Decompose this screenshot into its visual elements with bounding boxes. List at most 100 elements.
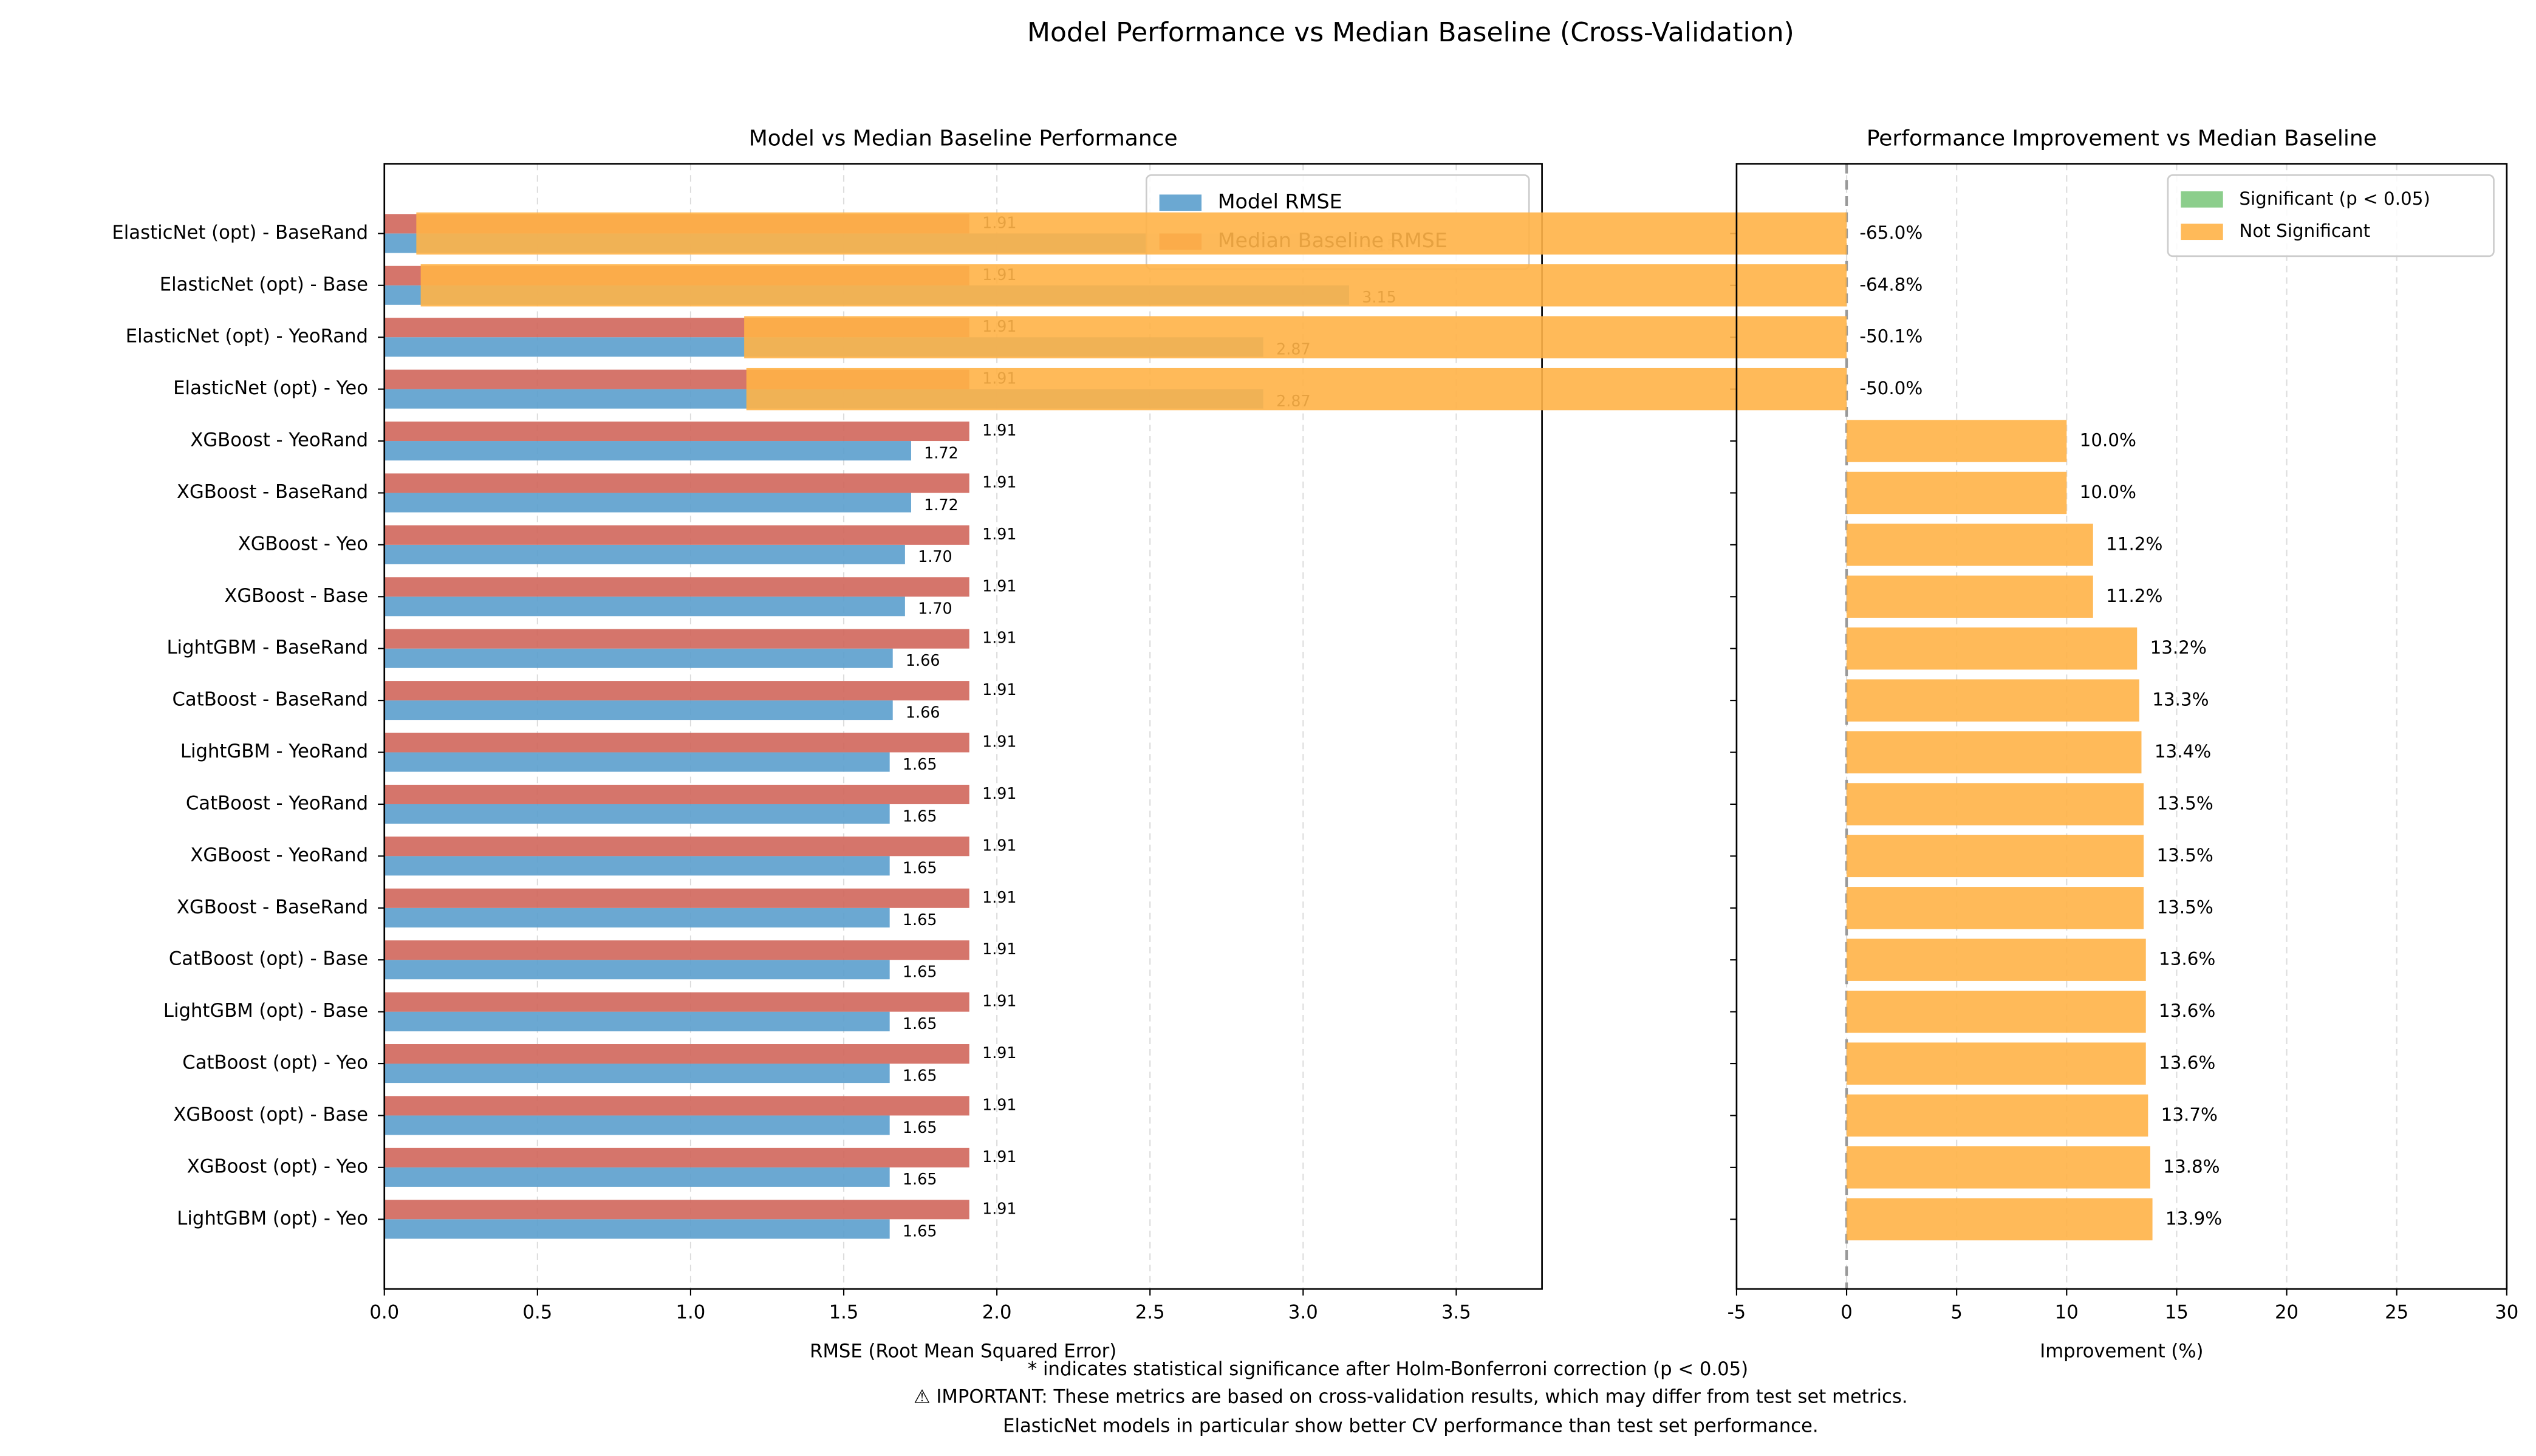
x-axis-label: RMSE (Root Mean Squared Error)	[810, 1341, 1116, 1362]
bar	[384, 1011, 890, 1031]
value-label: -64.8%	[1859, 274, 1923, 295]
bar	[1847, 731, 2142, 774]
legend-box	[2167, 174, 2495, 258]
bar	[1847, 783, 2144, 825]
bar	[384, 441, 911, 461]
y-tick-label: XGBoost - BaseRand	[177, 897, 368, 918]
y-tick-label: CatBoost - YeoRand	[186, 793, 368, 814]
value-label: 1.65	[903, 859, 937, 877]
legend-swatch	[1159, 194, 1202, 211]
value-label: 13.5%	[2156, 897, 2213, 917]
y-tick-label: XGBoost (opt) - Yeo	[187, 1156, 368, 1177]
value-label: 1.70	[918, 600, 952, 618]
bar	[384, 888, 969, 908]
bar	[1847, 679, 2139, 722]
value-label: 1.65	[903, 1118, 937, 1136]
value-label: 11.2%	[2106, 586, 2162, 606]
legend-swatch	[2181, 224, 2223, 241]
bar	[416, 212, 1847, 255]
bar	[384, 856, 890, 876]
value-label: -65.0%	[1859, 222, 1923, 243]
bar	[384, 1064, 890, 1084]
value-label: 1.91	[982, 940, 1016, 958]
value-label: 1.91	[982, 784, 1016, 802]
value-label: 10.0%	[2080, 482, 2136, 502]
value-label: 13.6%	[2159, 1000, 2215, 1021]
footnote: ElasticNet models in particular show bet…	[1003, 1415, 1819, 1437]
bar	[384, 525, 969, 545]
bar	[384, 493, 911, 513]
bar	[384, 648, 893, 668]
value-label: 1.65	[903, 807, 937, 825]
bar	[384, 1096, 969, 1116]
bar	[384, 836, 969, 856]
legend-label: Significant (p < 0.05)	[2239, 188, 2430, 209]
x-tick-label: 2.0	[982, 1302, 1012, 1324]
value-label: 1.91	[982, 1044, 1016, 1062]
bar	[1847, 887, 2144, 929]
bar	[384, 700, 893, 720]
value-label: 13.6%	[2159, 949, 2215, 969]
value-label: 13.8%	[2163, 1156, 2220, 1177]
bar	[384, 544, 905, 564]
bar	[384, 940, 969, 960]
x-tick-label: 1.0	[676, 1302, 706, 1324]
y-tick-label: ElasticNet (opt) - BaseRand	[112, 222, 368, 244]
value-label: 1.91	[982, 680, 1016, 699]
value-label: 1.66	[906, 703, 940, 721]
y-tick-label: CatBoost - BaseRand	[172, 689, 368, 711]
bar	[384, 577, 969, 597]
y-tick-label: XGBoost - YeoRand	[190, 845, 368, 866]
bar	[746, 367, 1847, 411]
y-tick-label: CatBoost (opt) - Yeo	[182, 1053, 368, 1074]
value-label: 1.65	[903, 1170, 937, 1188]
y-tick-label: LightGBM (opt) - Yeo	[177, 1208, 368, 1229]
footnote: * indicates statistical significance aft…	[1028, 1359, 1748, 1380]
value-label: 1.66	[906, 651, 940, 669]
value-label: 1.91	[982, 525, 1016, 543]
bar	[1847, 1146, 2150, 1189]
bar	[384, 992, 969, 1012]
bar	[384, 473, 969, 493]
value-label: 1.91	[982, 1095, 1016, 1113]
bar	[384, 960, 890, 980]
x-tick-label: 30	[2495, 1302, 2518, 1324]
x-axis-label: Improvement (%)	[2040, 1341, 2203, 1362]
y-tick-label: XGBoost - Yeo	[238, 533, 368, 555]
bar	[1847, 1042, 2146, 1085]
bar	[1847, 420, 2067, 462]
bar	[384, 733, 969, 753]
value-label: 1.91	[982, 473, 1016, 491]
bar	[1847, 575, 2093, 618]
legend-swatch	[2181, 191, 2223, 208]
bar	[384, 1167, 890, 1187]
bar	[384, 907, 890, 928]
bar	[384, 422, 969, 442]
value-label: 13.9%	[2165, 1208, 2222, 1229]
bar	[1847, 938, 2146, 981]
bar	[1847, 835, 2144, 878]
y-tick-label: XGBoost - BaseRand	[177, 482, 368, 503]
bar	[384, 804, 890, 824]
value-label: 13.4%	[2155, 741, 2211, 762]
y-tick-label: ElasticNet (opt) - YeoRand	[126, 326, 368, 347]
x-tick-label: 0.0	[369, 1302, 399, 1324]
y-tick-label: LightGBM - BaseRand	[166, 637, 368, 658]
x-tick-label: 20	[2275, 1302, 2298, 1324]
value-label: 1.72	[924, 443, 958, 462]
legend-label: Not Significant	[2239, 220, 2370, 241]
bar	[384, 784, 969, 804]
x-tick-label: 10	[2055, 1302, 2079, 1324]
x-tick-label: 1.5	[829, 1302, 859, 1324]
bar	[384, 629, 969, 649]
x-tick-label: -5	[1728, 1302, 1746, 1324]
axes-frame	[1735, 163, 2508, 1290]
bar	[384, 752, 890, 772]
y-tick-label: ElasticNet (opt) - Base	[160, 274, 368, 295]
value-label: 13.7%	[2161, 1104, 2218, 1125]
bar	[420, 264, 1847, 307]
value-label: 1.72	[924, 496, 958, 514]
bar	[384, 596, 905, 617]
x-tick-label: 0.5	[522, 1302, 552, 1324]
